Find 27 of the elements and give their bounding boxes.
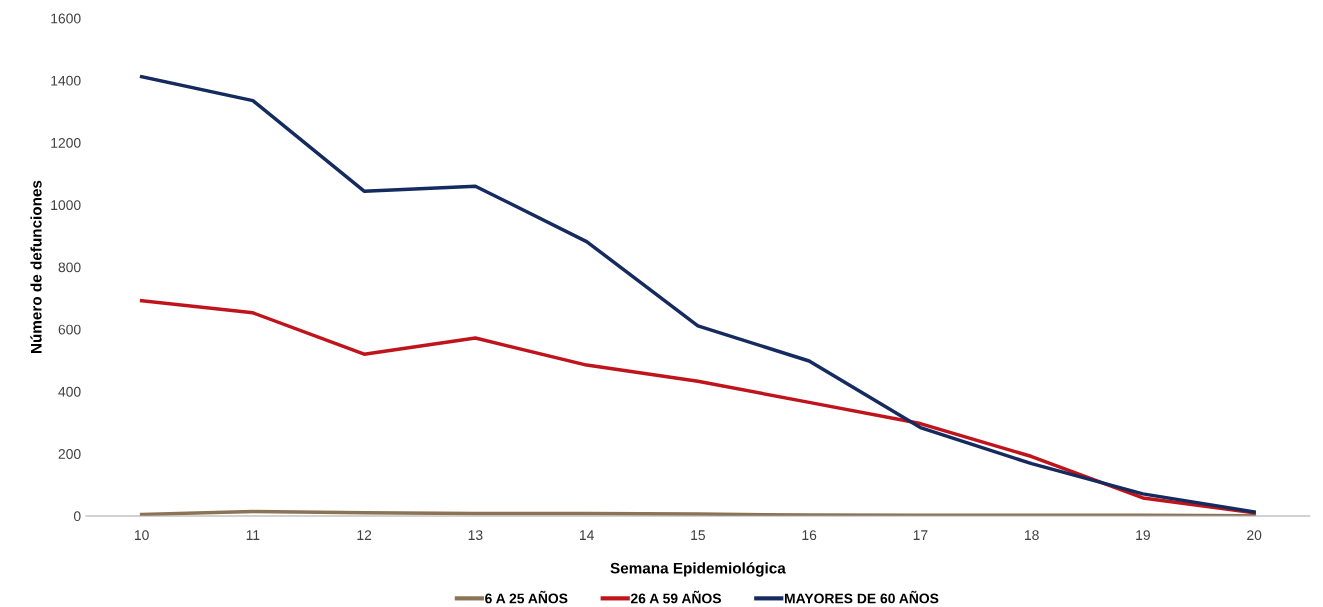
x-tick-label: 13 — [468, 530, 483, 541]
x-tick-label: 10 — [134, 530, 149, 541]
y-tick-label: 1400 — [51, 75, 81, 86]
y-tick-label: 1600 — [51, 13, 81, 24]
x-tick-label: 18 — [1024, 530, 1039, 541]
x-axis-title: Semana Epidemiológica — [610, 562, 786, 577]
legend-label: 6 A 25 AÑOS — [485, 590, 568, 604]
x-tick-label: 12 — [357, 530, 372, 540]
y-tick-label: 800 — [58, 262, 81, 273]
legend-label: 26 A 59 AÑOS — [630, 590, 721, 604]
x-tick-label: 20 — [1247, 530, 1262, 541]
y-tick-label: 400 — [58, 386, 81, 397]
y-tick-label: 200 — [58, 449, 81, 459]
x-tick-label: 11 — [246, 530, 260, 540]
legend-label: MAYORES DE 60 AÑOS — [784, 590, 939, 604]
line-series — [139, 298, 1256, 515]
y-tick-label: 1000 — [51, 200, 81, 211]
line-series — [139, 74, 1256, 514]
x-tick-label: 17 — [913, 530, 928, 540]
y-tick-label: 600 — [58, 324, 81, 335]
x-tick-label: 15 — [691, 530, 706, 541]
x-tick-label: 14 — [579, 530, 594, 540]
x-tick-label: 16 — [802, 530, 817, 541]
y-tick-label: 0 — [73, 511, 81, 522]
y-tick-label: 1200 — [51, 137, 81, 148]
y-axis-title: Número de defunciones — [30, 180, 42, 354]
x-tick-label: 19 — [1136, 530, 1150, 541]
